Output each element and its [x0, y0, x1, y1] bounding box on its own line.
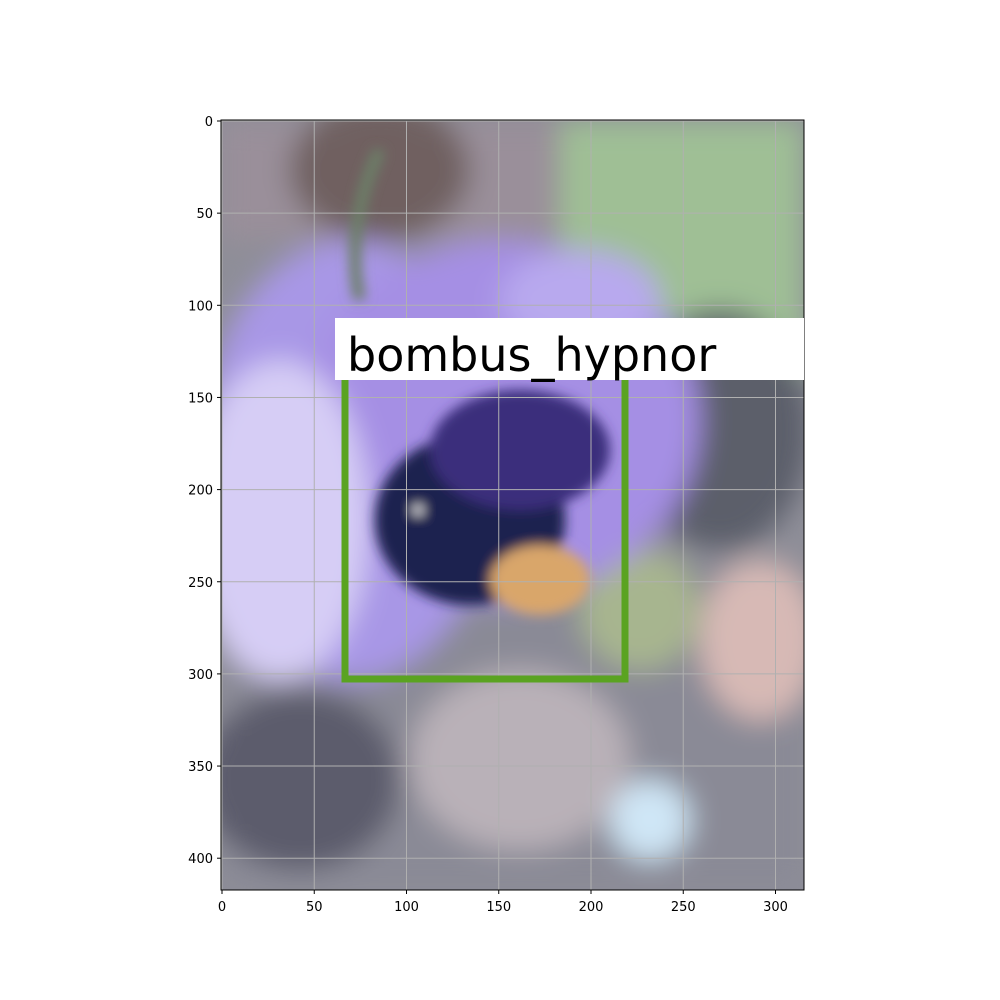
x-tick-label: 300 — [763, 900, 788, 915]
x-tick-label: 200 — [579, 900, 604, 915]
x-tick-label: 50 — [306, 900, 323, 915]
y-tick-label: 150 — [188, 391, 213, 406]
y-tick-label: 350 — [188, 760, 213, 775]
y-tick-label: 50 — [196, 207, 213, 222]
x-axis: 0 50 100 150 200 250 300 — [218, 890, 788, 915]
y-tick-label: 0 — [205, 115, 213, 130]
x-tick-label: 0 — [218, 900, 226, 915]
detection-label-bg — [335, 318, 804, 380]
detection: bombus_hypnor — [335, 318, 804, 683]
detection-box — [341, 380, 629, 683]
grid — [221, 120, 804, 890]
x-tick-label: 100 — [394, 900, 419, 915]
y-tick-label: 250 — [188, 576, 213, 591]
x-tick-label: 150 — [486, 900, 511, 915]
y-tick-label: 200 — [188, 484, 213, 499]
axes-frame — [220, 119, 805, 891]
photo — [221, 120, 804, 890]
x-tick-label: 250 — [671, 900, 696, 915]
y-tick-label: 100 — [188, 299, 213, 314]
y-tick-label: 400 — [188, 852, 213, 867]
y-axis: 0 50 100 150 200 250 300 350 400 — [188, 115, 221, 867]
detection-label: bombus_hypnor — [347, 328, 716, 382]
y-tick-label: 300 — [188, 668, 213, 683]
